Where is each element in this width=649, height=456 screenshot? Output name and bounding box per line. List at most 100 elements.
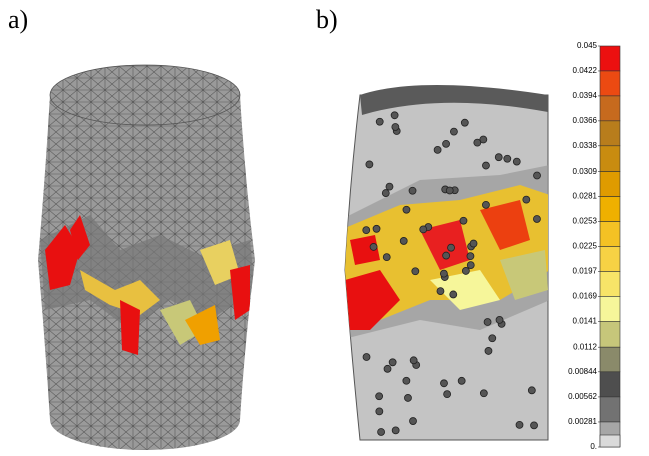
- particle: [482, 201, 489, 208]
- particle: [467, 262, 474, 269]
- legend-swatch: [600, 296, 620, 321]
- particle: [378, 428, 385, 435]
- particle: [448, 244, 455, 251]
- particle: [440, 380, 447, 387]
- particle: [410, 418, 417, 425]
- particle: [485, 347, 492, 354]
- particle: [516, 421, 523, 428]
- legend-tick-label: 0.0309: [573, 167, 598, 176]
- panel-label: a): [8, 5, 28, 34]
- legend-tick-label: 0.0422: [573, 66, 598, 75]
- particle: [470, 240, 477, 247]
- particle: [391, 112, 398, 119]
- particle: [403, 377, 410, 384]
- particle: [370, 243, 377, 250]
- legend-swatch: [600, 271, 620, 296]
- particle: [450, 291, 457, 298]
- legend-tick-label: 0.: [590, 442, 597, 451]
- particle: [534, 172, 541, 179]
- legend-swatch: [600, 146, 620, 172]
- particle: [474, 139, 481, 146]
- legend-tick-label: 0.0281: [573, 192, 598, 201]
- particle: [482, 162, 489, 169]
- particle: [363, 354, 370, 361]
- legend-swatch: [600, 121, 620, 146]
- particle: [446, 187, 453, 194]
- particle: [376, 408, 383, 415]
- particle: [496, 316, 503, 323]
- particle: [480, 390, 487, 397]
- particle: [384, 365, 391, 372]
- particle: [373, 225, 380, 232]
- legend-swatch: [600, 397, 620, 422]
- particle: [434, 146, 441, 153]
- legend-tick-label: 0.00281: [568, 417, 597, 426]
- particle: [366, 161, 373, 168]
- legend-tick-label: 0.00844: [568, 367, 597, 376]
- particle: [389, 359, 396, 366]
- legend-tick-label: 0.0225: [573, 242, 598, 251]
- particle: [437, 288, 444, 295]
- legend-tick-label: 0.00562: [568, 392, 597, 401]
- particle: [409, 187, 416, 194]
- legend-tick-label: 0.0366: [573, 116, 598, 125]
- figure: a) b) 0.0450.04220.039: [0, 0, 649, 456]
- legend-swatch: [600, 71, 620, 96]
- particle: [392, 427, 399, 434]
- particle: [513, 158, 520, 165]
- particle: [460, 217, 467, 224]
- legend-tick-label: 0.0253: [573, 217, 598, 226]
- legend-tick-label: 0.0141: [573, 316, 598, 325]
- legend-swatch: [600, 197, 620, 222]
- particle: [489, 335, 496, 342]
- particle: [523, 196, 530, 203]
- particle: [420, 226, 427, 233]
- particle: [403, 206, 410, 213]
- legend-swatch: [600, 372, 620, 397]
- particle: [461, 119, 468, 126]
- particle: [533, 215, 540, 222]
- particle: [383, 254, 390, 261]
- legend-swatch: [600, 96, 620, 121]
- particle: [450, 128, 457, 135]
- legend-tick-label: 0.0112: [573, 342, 597, 351]
- legend-tick-label: 0.0197: [573, 267, 598, 276]
- particle: [462, 267, 469, 274]
- particle: [443, 252, 450, 259]
- legend-swatch: [600, 172, 620, 197]
- legend-tick-label: 0.0169: [573, 292, 598, 301]
- legend-swatch: [600, 247, 620, 272]
- particle: [410, 357, 417, 364]
- particle: [382, 190, 389, 197]
- particle: [392, 123, 399, 130]
- particle: [495, 154, 502, 161]
- legend-swatch: [600, 435, 620, 447]
- panel-label: b): [316, 5, 338, 34]
- particle: [484, 319, 491, 326]
- particle: [363, 227, 370, 234]
- particle: [443, 140, 450, 147]
- specimen-a: [38, 65, 255, 450]
- legend-swatch: [600, 321, 620, 347]
- particle: [440, 270, 447, 277]
- particle: [467, 253, 474, 260]
- specimen-b: [340, 85, 550, 440]
- particle: [400, 237, 407, 244]
- particle: [531, 422, 538, 429]
- particle: [528, 387, 535, 394]
- particle: [376, 393, 383, 400]
- particle: [412, 268, 419, 275]
- legend-tick-label: 0.045: [577, 41, 598, 50]
- particle: [458, 377, 465, 384]
- particle: [404, 394, 411, 401]
- legend-swatch: [600, 46, 620, 71]
- particle: [504, 155, 511, 162]
- particle: [386, 183, 393, 190]
- particle: [376, 118, 383, 125]
- legend-swatch: [600, 347, 620, 372]
- particle: [444, 391, 451, 398]
- color-legend: 0.045 0.0422 0.0394 0.0366 0.0338 0.0309 0.028…: [568, 41, 620, 451]
- legend-swatch: [600, 222, 620, 247]
- legend-tick-label: 0.0394: [573, 91, 598, 100]
- legend-tick-label: 0.0338: [573, 141, 598, 150]
